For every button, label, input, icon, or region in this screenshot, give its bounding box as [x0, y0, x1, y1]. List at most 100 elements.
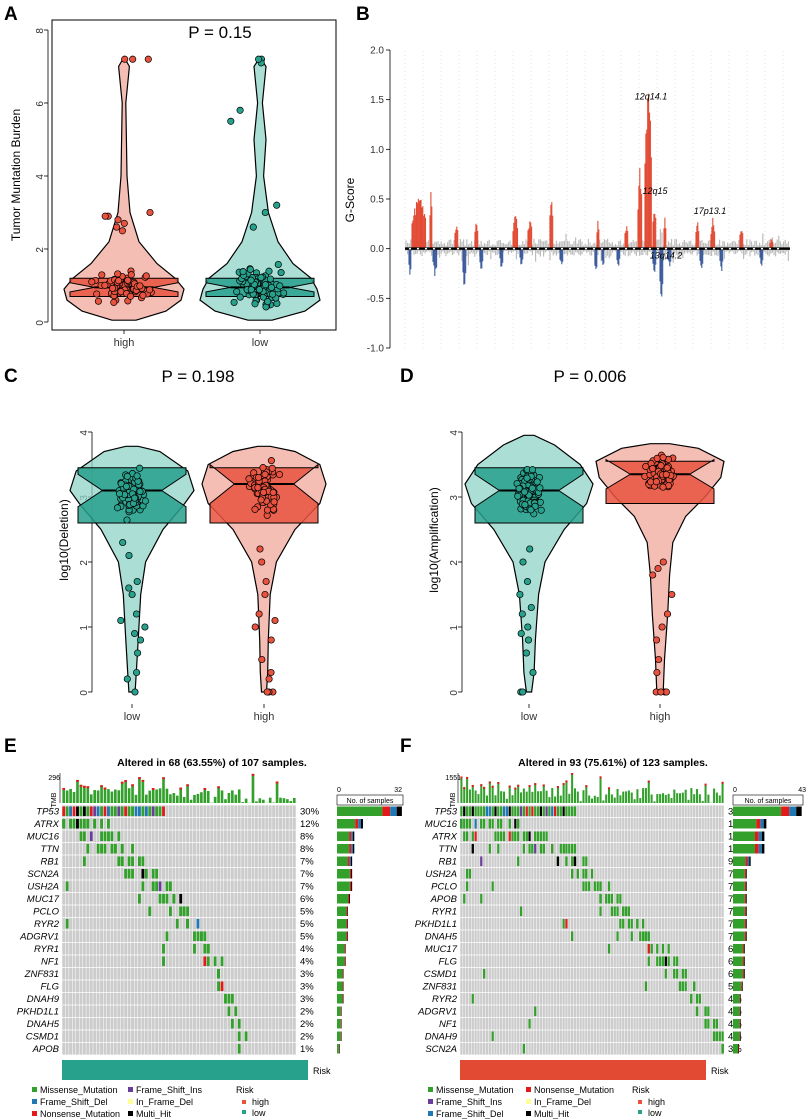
- point-low: [280, 289, 288, 297]
- mutation-cell-ATRX: [72, 819, 76, 829]
- tmb-bar: [251, 773, 255, 803]
- mutation-cell-MUC17: [647, 944, 650, 954]
- point-high: [113, 223, 121, 231]
- side-bar-RYR1: [745, 906, 747, 916]
- side-bar-MUC17: [349, 894, 350, 904]
- mutation-cell-PCLO: [148, 906, 152, 916]
- x-tick-label-high: high: [254, 711, 275, 723]
- side-bar-RB1: [350, 856, 353, 866]
- legend-fsdel-label: Frame_Shift_Del: [40, 1097, 108, 1107]
- panel-a-plot: [63, 55, 321, 321]
- side-bar-NF1: [345, 956, 346, 966]
- tmb-bar: [258, 798, 262, 803]
- mutation-cell-ATRX: [471, 831, 474, 841]
- side-bar-ATRX: [761, 831, 765, 841]
- tmb-bar: [656, 794, 659, 803]
- tmb-bar: [698, 794, 701, 803]
- side-bar-FLG: [743, 956, 745, 966]
- mutation-cell-TP53: [107, 806, 110, 816]
- mutation-cell-RYR2: [698, 994, 701, 1004]
- point-low: [230, 298, 238, 306]
- mutation-cell-TP53: [463, 806, 466, 816]
- legend-risk-high-label: high: [252, 1097, 269, 1107]
- tmb-bar: [500, 791, 503, 803]
- tmb-bar-top: [514, 787, 517, 790]
- legend-f-fsins-swatch: [428, 1099, 433, 1104]
- gene-label-MUC16: MUC16: [27, 831, 60, 842]
- point-high: [136, 282, 144, 290]
- mutation-cell-FLG: [217, 981, 220, 991]
- mutation-cell-CSMD1: [664, 969, 667, 979]
- mutation-cell-MUC16: [480, 819, 483, 829]
- tmb-bar-top: [62, 787, 66, 790]
- mutation-cell-TTN: [551, 844, 554, 854]
- legend-e: Missense_Mutation Frame_Shift_Del Nonsen…: [32, 1085, 269, 1119]
- mutation-cell-PCLO: [465, 881, 469, 891]
- tmb-bar: [701, 800, 704, 803]
- mutation-cell-ATRX: [508, 831, 511, 841]
- side-bar-RB1: [337, 856, 348, 866]
- tmb-bar: [220, 790, 224, 803]
- point-high: [267, 668, 275, 677]
- mutation-cell-TTN: [131, 844, 134, 854]
- b-chrom-marker: [496, 247, 500, 251]
- y-tick-label: 4: [35, 174, 46, 180]
- b-chrom-marker: [424, 247, 428, 251]
- panel-letter-b: B: [356, 4, 370, 25]
- side-bar-ZNF831: [337, 969, 343, 979]
- b-chrom-marker: [760, 247, 764, 251]
- tmb-bar-top: [100, 785, 103, 788]
- panel-e-risk-label: Risk: [313, 1066, 331, 1076]
- side-bar-APOB: [337, 1044, 339, 1054]
- mutation-cell-ZNF831: [693, 981, 696, 991]
- point-low: [247, 276, 255, 284]
- legend-f-missense-swatch: [428, 1087, 433, 1092]
- mutation-cell-TP53: [505, 806, 508, 816]
- mutation-cell-RB1: [573, 856, 577, 866]
- mutation-cell-PCLO: [588, 881, 591, 891]
- side-bar-USH2A: [349, 881, 352, 891]
- side-bar-NF1: [733, 1019, 740, 1029]
- side-bar-NF1: [740, 1019, 741, 1029]
- mutation-cell-ATRX: [93, 819, 97, 829]
- gene-pct-SCN2A: 7%: [300, 869, 314, 880]
- mutation-cell-TTN: [534, 844, 537, 854]
- tmb-bar: [630, 792, 633, 803]
- mutation-cell-SCN2A: [131, 869, 134, 879]
- point-high: [254, 473, 263, 482]
- point-high: [127, 292, 135, 300]
- tmb-bar: [590, 798, 594, 803]
- panel-f-nsamples-box: [732, 794, 804, 806]
- point-low: [269, 290, 277, 298]
- side-bar-PCLO: [346, 906, 348, 916]
- mutation-cell-TP53: [76, 806, 79, 816]
- point-low: [261, 208, 269, 217]
- mutation-cell-TP53: [141, 806, 145, 816]
- point-low: [274, 260, 282, 269]
- mutation-cell-TP53: [151, 806, 155, 816]
- tmb-bar: [684, 789, 687, 803]
- mutation-cell-TP53: [508, 806, 511, 816]
- mutation-cell-TP53: [502, 806, 506, 816]
- mutation-cell-TTN: [571, 844, 574, 854]
- tmb-bar: [155, 789, 158, 803]
- gene-pct-MUC17: 6%: [300, 894, 314, 905]
- side-bar-CSMD1: [743, 969, 744, 979]
- side-bar-NF1: [344, 956, 346, 966]
- mutation-cell-ATRX: [62, 819, 66, 829]
- mutation-cell-DNAH9: [712, 1031, 716, 1041]
- gene-pct-ADGRV1: 5%: [300, 931, 314, 942]
- mutation-cell-MUC16: [483, 819, 486, 829]
- point-low: [236, 293, 244, 301]
- tmb-bar: [661, 793, 664, 803]
- b-annotation-17p13.1: 17p13.1: [694, 206, 727, 216]
- tmb-bar: [605, 794, 608, 803]
- tmb-bar: [86, 786, 90, 803]
- mutation-cell-USH2A: [465, 869, 469, 879]
- point-high: [146, 286, 154, 294]
- side-bar-PKHD1L1: [733, 919, 745, 929]
- gene-label-MUC16: MUC16: [425, 819, 458, 830]
- point-low: [249, 223, 257, 231]
- panel-e-side-bars: [337, 806, 402, 1054]
- b-chrom-marker: [744, 247, 748, 251]
